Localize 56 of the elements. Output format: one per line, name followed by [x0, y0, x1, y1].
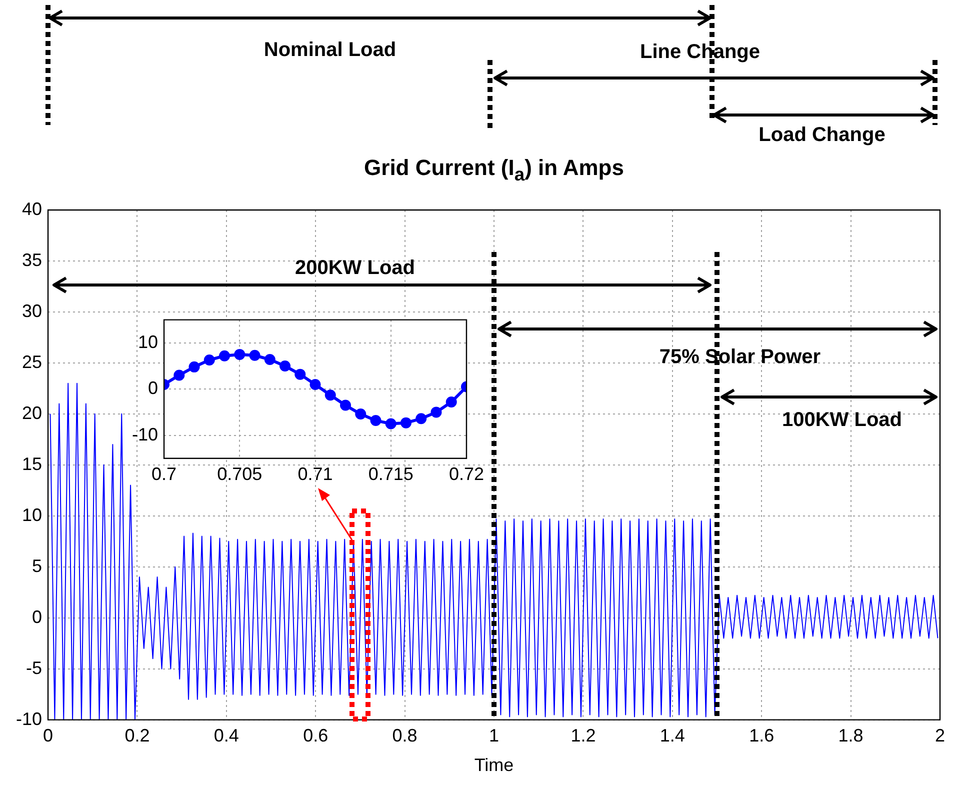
point — [340, 400, 351, 411]
point — [430, 406, 442, 418]
annotation: 200KW Load — [294, 256, 416, 281]
point — [204, 354, 215, 366]
x-tick-label: 0.72 — [448, 464, 484, 484]
point — [370, 415, 382, 426]
point — [234, 348, 246, 360]
y-tick-label: 0 — [148, 378, 158, 398]
point — [385, 418, 396, 430]
point — [446, 396, 457, 408]
y-tick-label: 10 — [138, 332, 158, 352]
point — [264, 354, 276, 366]
point — [219, 350, 230, 362]
point — [400, 417, 412, 428]
x-tick-label: 0.8 — [392, 726, 418, 746]
point — [249, 350, 260, 361]
annotation: 100KW Load — [780, 408, 904, 433]
x-tick-label: 1.8 — [838, 726, 864, 746]
x-tick-label: 0.4 — [214, 726, 239, 746]
y-tick-label: 20 — [22, 402, 42, 423]
y-tick-label: -5 — [26, 658, 42, 678]
point — [416, 413, 427, 424]
x-tick-label: 1.6 — [749, 726, 774, 746]
x-tick-label: 1 — [489, 726, 500, 746]
y-tick-label: -10 — [132, 424, 158, 444]
text: Line Change — [638, 40, 761, 65]
y-tick-label: 5 — [32, 556, 42, 576]
annotation: 75% Solar Power — [658, 345, 822, 370]
x-tick-label: 1.4 — [660, 726, 685, 746]
chart-title: Grid Current (I$_{a}$) in Amps — [363, 154, 625, 186]
y-tick-label: 15 — [22, 454, 42, 474]
y-tick-label: 40 — [22, 198, 42, 219]
y-tick-label: -10 — [16, 708, 42, 729]
point — [280, 360, 291, 372]
y-tick-label: 35 — [22, 250, 42, 270]
x-axis-title: Time — [474, 755, 514, 776]
x-tick-label: 0.7 — [152, 464, 177, 484]
point — [188, 361, 200, 372]
point — [294, 368, 306, 380]
x-tick-label: 0.6 — [303, 726, 328, 746]
text: Nominal Load — [262, 38, 398, 63]
y-tick-label: 10 — [22, 504, 42, 525]
y-tick-label: 30 — [22, 300, 42, 321]
point — [355, 408, 366, 420]
x-tick-label: 2 — [934, 726, 946, 746]
x-tick-label: 0.71 — [298, 464, 333, 484]
text: Load Change — [758, 123, 886, 148]
point — [310, 378, 321, 390]
y-tick-label: 25 — [22, 352, 42, 372]
y-tick-label: 0 — [32, 606, 42, 627]
x-tick-label: 1.2 — [570, 726, 596, 746]
x-tick-label: 0.705 — [217, 464, 262, 484]
x-tick-label: 0.2 — [124, 726, 150, 746]
point — [324, 390, 336, 401]
point — [174, 370, 185, 381]
x-tick-label: 0.715 — [368, 464, 414, 484]
